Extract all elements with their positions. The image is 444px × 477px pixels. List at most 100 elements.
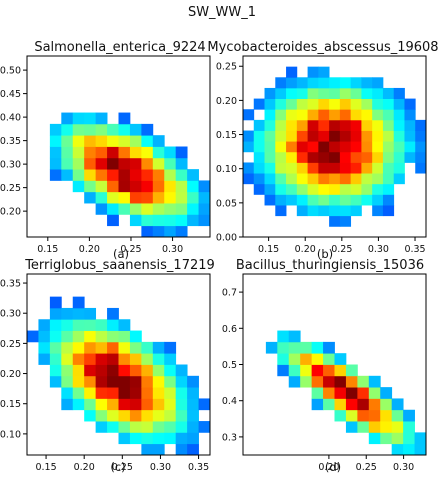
heatmap-cell [288,341,301,354]
heatmap-cell [61,353,74,365]
heatmap-cell [329,183,341,195]
heatmap-cell [164,180,177,193]
heatmap-cell [311,398,324,411]
figure-title: SW_WW_1 [188,5,256,20]
heatmap-cell [152,341,165,354]
heatmap-cell [286,194,298,206]
heatmap-cell [361,87,373,99]
heatmap-cell [318,151,330,163]
axes-frame [26,273,211,456]
heatmap-cell [350,98,362,110]
heatmap-cell [243,130,255,142]
heatmap-cell [393,109,405,121]
heatmap-cell [361,194,373,206]
heatmap-cell [95,169,108,181]
heatmap-cell [307,162,319,174]
heatmap-cell [404,109,416,121]
heatmap-cell [84,157,97,170]
heatmap-cell [300,341,313,354]
heatmap-cell [339,151,352,163]
y-tick-label: 0.7 [222,288,237,299]
heatmap-cell [175,180,188,193]
heatmap-cell [288,330,301,343]
heatmap-cell [72,112,85,125]
heatmap-cell [382,194,395,206]
heatmap-cell [187,398,199,411]
panel-b-sublabel: (b) [317,247,333,261]
heatmap-cell [107,180,119,193]
heatmap-cell [318,98,330,110]
y-tick-label: 0.10 [0,429,21,440]
heatmap-cell [372,98,384,110]
panel-a: Salmonella_enterica_9224 (a) [34,40,205,261]
heatmap-cell [175,409,188,422]
heatmap-cell [187,443,199,456]
heatmap-cell [368,387,381,399]
heatmap-cell [152,169,165,181]
heatmap-cell [393,162,405,174]
heatmap-cell [318,162,330,174]
heatmap-4: 0.20 0.25 0.30 0.3 0.4 0.5 0.6 0.7 [222,273,427,473]
heatmap-cell [253,183,265,195]
heatmap-cell [107,421,119,433]
heatmap-cell [323,341,335,354]
heatmap-cell [72,398,85,411]
heatmap-cell [339,194,352,206]
heatmap-cell [107,123,119,136]
y-tick-label: 0.30 [0,160,21,171]
heatmap-cell [334,375,347,388]
heatmap-cell [164,421,177,433]
heatmap-cell [95,387,108,399]
heatmap-cell [286,151,298,163]
heatmap-cell [334,398,347,411]
panel-c: Terriglobus_saanensis_17219 (c) [24,258,215,474]
heatmap-cell [345,387,358,399]
heatmap-cell [95,409,108,422]
heatmap-cell [164,157,177,170]
heatmap-cell [368,375,381,388]
heatmap-2: 0.15 0.20 0.25 0.30 0.35 0.00 0.05 0.10 0.15 0.20… [216,55,427,255]
heatmap-cell [350,109,362,121]
heatmap-cell [72,157,85,170]
x-tick-label: 0.20 [79,244,100,255]
heatmap-cell [107,387,119,399]
heatmap-cell [286,98,298,110]
heatmap-cell [107,319,119,331]
heatmap-cell [357,387,370,399]
heatmap-cell [329,141,341,153]
x-tick-label: 0.20 [295,244,316,255]
heatmap-cell [275,183,287,195]
x-tick-label: 0.30 [162,244,183,255]
heatmap-cell [277,364,290,377]
heatmap-cell [372,151,384,163]
heatmap-cell [286,173,298,185]
heatmap-cell [49,307,62,320]
heatmap-cell [345,421,358,433]
heatmap-cell [350,183,362,195]
heatmap-cell [286,162,298,174]
heatmap-cell [95,191,108,204]
heatmap-cell [391,421,404,433]
heatmap-cell [357,398,370,411]
heatmap-cell [350,141,362,153]
heatmap-cell [95,364,108,377]
heatmap-cell [307,98,319,110]
y-tick-label: 0.05 [216,198,237,209]
heatmap-cell [372,194,384,206]
heatmap-cell [323,375,335,388]
heatmap-cell [300,364,313,377]
heatmap-cell [95,341,108,354]
heatmap-cell [318,77,330,89]
heatmap-cell [307,141,319,153]
heatmap-cell [403,432,415,445]
heatmap-cell [95,112,108,125]
heatmap-cell [318,109,330,121]
heatmap-cell [357,421,370,433]
heatmap-cell [350,130,362,142]
heatmap-cell [323,387,335,399]
heatmap-cell [61,364,74,377]
heatmap-cell [84,319,97,331]
heatmap-3: 0.15 0.20 0.25 0.30 0.35 0.10 0.15 0.20 0.25 0.30… [0,273,211,473]
heatmap-cell [382,151,395,163]
heatmap-cell [107,375,119,388]
